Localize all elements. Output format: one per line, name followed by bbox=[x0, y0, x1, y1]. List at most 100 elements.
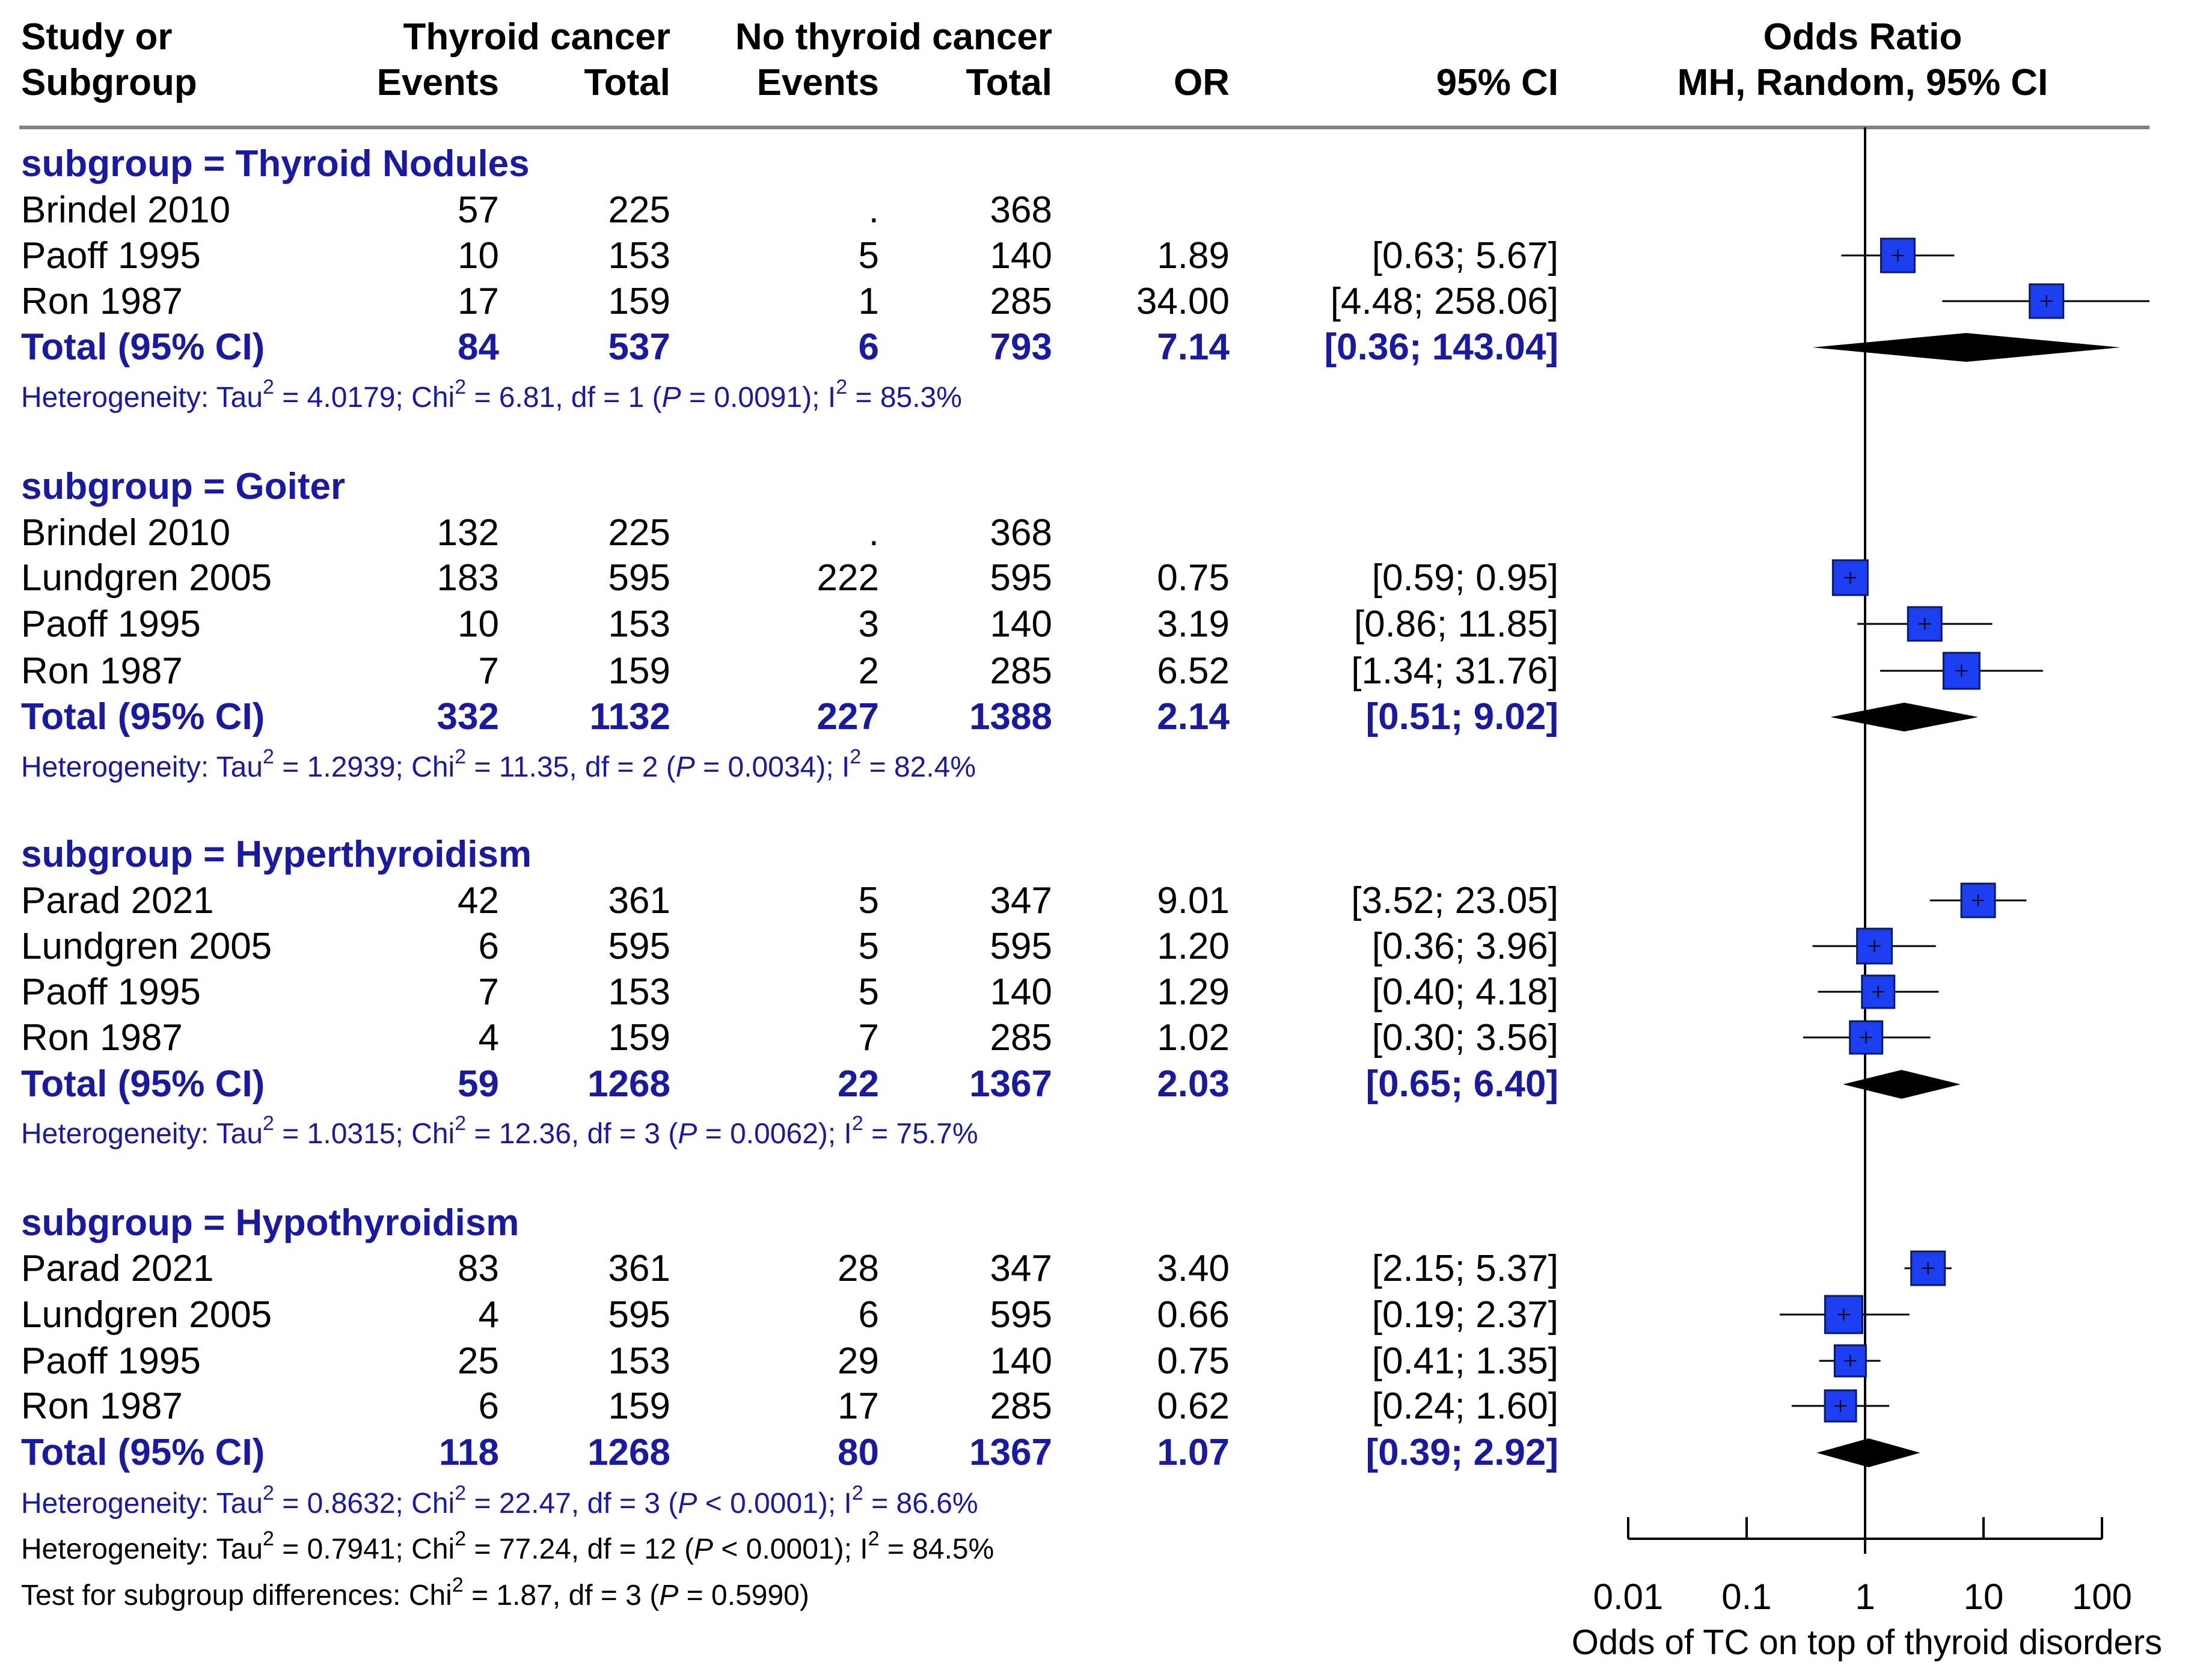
total-ntc-total: 1367 bbox=[969, 1063, 1052, 1105]
pooled-diamond bbox=[1830, 703, 1979, 732]
confidence-interval: [2.15; 5.37] bbox=[1372, 1248, 1558, 1289]
tc-events: 57 bbox=[458, 189, 499, 231]
tc-total: 159 bbox=[608, 650, 670, 692]
tc-events: 83 bbox=[458, 1248, 499, 1289]
ntc-events: 5 bbox=[859, 971, 879, 1013]
total-ntc-events: 227 bbox=[817, 696, 879, 738]
confidence-interval: [0.36; 3.96] bbox=[1372, 926, 1558, 967]
subgroup-total-label: Total (95% CI) bbox=[21, 1063, 265, 1105]
study-name: Parad 2021 bbox=[21, 880, 214, 921]
header-study-line2: Subgroup bbox=[21, 62, 197, 103]
ntc-total: 140 bbox=[990, 971, 1052, 1013]
ntc-total: 285 bbox=[990, 281, 1052, 322]
effect-square bbox=[1824, 1389, 1857, 1423]
total-ntc-total: 1367 bbox=[969, 1432, 1052, 1473]
total-tc-events: 59 bbox=[458, 1063, 499, 1105]
ntc-total: 368 bbox=[990, 189, 1052, 231]
header-or: OR bbox=[1174, 62, 1230, 103]
ntc-events: 5 bbox=[859, 880, 879, 921]
ntc-events: 17 bbox=[838, 1385, 879, 1427]
total-ntc-events: 22 bbox=[838, 1063, 879, 1105]
ntc-events: . bbox=[869, 512, 879, 554]
x-axis-label: Odds of TC on top of thyroid disorders bbox=[1572, 1623, 2162, 1662]
effect-square bbox=[1861, 974, 1896, 1009]
odds-ratio-value: 1.29 bbox=[1157, 971, 1230, 1013]
subgroup-label: subgroup = Hyperthyroidism bbox=[21, 834, 532, 875]
study-name: Ron 1987 bbox=[21, 650, 183, 692]
x-tick-label: 10 bbox=[1964, 1577, 2004, 1617]
odds-ratio-value: 0.75 bbox=[1157, 557, 1230, 599]
ntc-total: 347 bbox=[990, 1248, 1052, 1289]
subgroup-heterogeneity: Heterogeneity: Tau2 = 4.0179; Chi2 = 6.8… bbox=[21, 376, 962, 414]
subgroup-label: subgroup = Hypothyroidism bbox=[21, 1202, 519, 1244]
subgroup-label: subgroup = Thyroid Nodules bbox=[21, 143, 530, 185]
subgroup-total-label: Total (95% CI) bbox=[21, 1432, 265, 1473]
tc-total: 153 bbox=[608, 971, 670, 1013]
ntc-events: 2 bbox=[859, 650, 879, 692]
ntc-total: 595 bbox=[990, 1294, 1052, 1336]
total-tc-total: 537 bbox=[608, 326, 670, 368]
overall-heterogeneity: Heterogeneity: Tau2 = 0.7941; Chi2 = 77.… bbox=[21, 1527, 994, 1565]
tc-total: 159 bbox=[608, 1385, 670, 1427]
odds-ratio-value: 1.02 bbox=[1157, 1017, 1230, 1058]
odds-ratio-value: 3.19 bbox=[1157, 603, 1230, 645]
confidence-interval: [0.41; 1.35] bbox=[1372, 1340, 1558, 1382]
confidence-interval: [4.48; 258.06] bbox=[1331, 281, 1558, 322]
tc-total: 595 bbox=[608, 1294, 670, 1336]
ntc-total: 368 bbox=[990, 512, 1052, 554]
ntc-events: . bbox=[869, 189, 879, 231]
header-odds-ratio: Odds Ratio bbox=[1763, 16, 1962, 58]
total-confidence-interval: [0.36; 143.04] bbox=[1325, 326, 1558, 368]
ntc-events: 3 bbox=[859, 603, 879, 645]
study-name: Paoff 1995 bbox=[21, 235, 201, 276]
odds-ratio-value: 0.62 bbox=[1157, 1385, 1230, 1427]
ntc-total: 285 bbox=[990, 1017, 1052, 1058]
header-no-thyroid-cancer: No thyroid cancer bbox=[735, 16, 1052, 58]
tc-events: 6 bbox=[479, 1385, 499, 1427]
subgroup-label: subgroup = Goiter bbox=[21, 466, 345, 507]
total-confidence-interval: [0.51; 9.02] bbox=[1365, 696, 1558, 738]
total-tc-events: 332 bbox=[437, 696, 499, 738]
total-ntc-total: 1388 bbox=[969, 696, 1052, 738]
odds-ratio-value: 6.52 bbox=[1157, 650, 1230, 692]
odds-ratio-value: 0.66 bbox=[1157, 1294, 1230, 1336]
total-odds-ratio: 7.14 bbox=[1157, 326, 1230, 368]
study-name: Ron 1987 bbox=[21, 1017, 183, 1058]
tc-total: 159 bbox=[608, 1017, 670, 1058]
total-odds-ratio: 2.14 bbox=[1157, 696, 1230, 738]
total-tc-total: 1132 bbox=[589, 696, 670, 738]
confidence-interval: [0.24; 1.60] bbox=[1372, 1385, 1558, 1427]
tc-total: 153 bbox=[608, 1340, 670, 1382]
study-name: Ron 1987 bbox=[21, 281, 183, 322]
study-name: Lundgren 2005 bbox=[21, 1294, 272, 1336]
confidence-interval: [0.40; 4.18] bbox=[1372, 971, 1558, 1013]
tc-total: 225 bbox=[608, 512, 670, 554]
odds-ratio-value: 34.00 bbox=[1136, 281, 1230, 322]
ntc-total: 140 bbox=[990, 235, 1052, 276]
confidence-interval: [0.63; 5.67] bbox=[1372, 235, 1558, 276]
odds-ratio-value: 0.75 bbox=[1157, 1340, 1230, 1382]
tc-events: 183 bbox=[437, 557, 499, 599]
total-tc-events: 84 bbox=[458, 326, 499, 368]
total-tc-total: 1268 bbox=[587, 1063, 670, 1105]
tc-events: 132 bbox=[437, 512, 499, 554]
pooled-diamond bbox=[1843, 1070, 1961, 1099]
x-tick-label: 100 bbox=[2072, 1577, 2132, 1617]
confidence-interval: [3.52; 23.05] bbox=[1351, 880, 1558, 921]
study-name: Paoff 1995 bbox=[21, 1340, 201, 1382]
x-tick-label: 0.1 bbox=[1721, 1577, 1771, 1617]
subgroup-differences-test: Test for subgroup differences: Chi2 = 1.… bbox=[21, 1574, 809, 1611]
total-ntc-events: 6 bbox=[859, 326, 879, 368]
study-name: Paoff 1995 bbox=[21, 603, 201, 645]
tc-events: 42 bbox=[458, 880, 499, 921]
ntc-events: 6 bbox=[859, 1294, 879, 1336]
tc-events: 10 bbox=[458, 235, 499, 276]
effect-square bbox=[1831, 559, 1869, 596]
confidence-interval: [0.59; 0.95] bbox=[1372, 557, 1558, 599]
tc-events: 17 bbox=[458, 281, 499, 322]
header-ntc-events: Events bbox=[757, 62, 879, 103]
tc-events: 4 bbox=[479, 1017, 499, 1058]
header-thyroid-cancer: Thyroid cancer bbox=[403, 16, 670, 58]
odds-ratio-value: 1.89 bbox=[1157, 235, 1230, 276]
ntc-events: 28 bbox=[838, 1248, 879, 1289]
